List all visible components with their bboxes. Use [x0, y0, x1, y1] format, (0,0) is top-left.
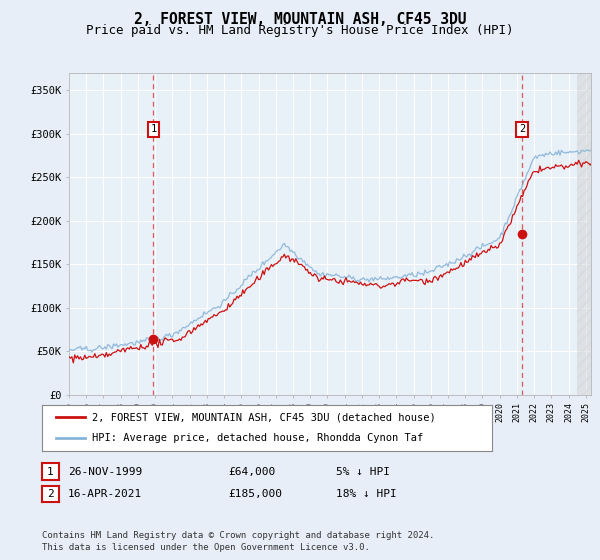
Text: 2: 2	[47, 489, 54, 499]
Text: 18% ↓ HPI: 18% ↓ HPI	[336, 489, 397, 499]
Text: 1: 1	[47, 466, 54, 477]
Text: 1: 1	[150, 124, 157, 134]
Text: Contains HM Land Registry data © Crown copyright and database right 2024.: Contains HM Land Registry data © Crown c…	[42, 531, 434, 540]
Text: Price paid vs. HM Land Registry's House Price Index (HPI): Price paid vs. HM Land Registry's House …	[86, 24, 514, 36]
Text: 26-NOV-1999: 26-NOV-1999	[68, 466, 142, 477]
Text: £64,000: £64,000	[228, 466, 275, 477]
Text: 2, FOREST VIEW, MOUNTAIN ASH, CF45 3DU (detached house): 2, FOREST VIEW, MOUNTAIN ASH, CF45 3DU (…	[92, 412, 435, 422]
Text: This data is licensed under the Open Government Licence v3.0.: This data is licensed under the Open Gov…	[42, 543, 370, 552]
Bar	[577, 73, 591, 395]
Text: HPI: Average price, detached house, Rhondda Cynon Taf: HPI: Average price, detached house, Rhon…	[92, 433, 423, 444]
Text: 2: 2	[519, 124, 525, 134]
Bar	[577, 73, 591, 395]
Text: 16-APR-2021: 16-APR-2021	[68, 489, 142, 499]
Text: £185,000: £185,000	[228, 489, 282, 499]
Text: 2, FOREST VIEW, MOUNTAIN ASH, CF45 3DU: 2, FOREST VIEW, MOUNTAIN ASH, CF45 3DU	[134, 12, 466, 27]
Text: 5% ↓ HPI: 5% ↓ HPI	[336, 466, 390, 477]
